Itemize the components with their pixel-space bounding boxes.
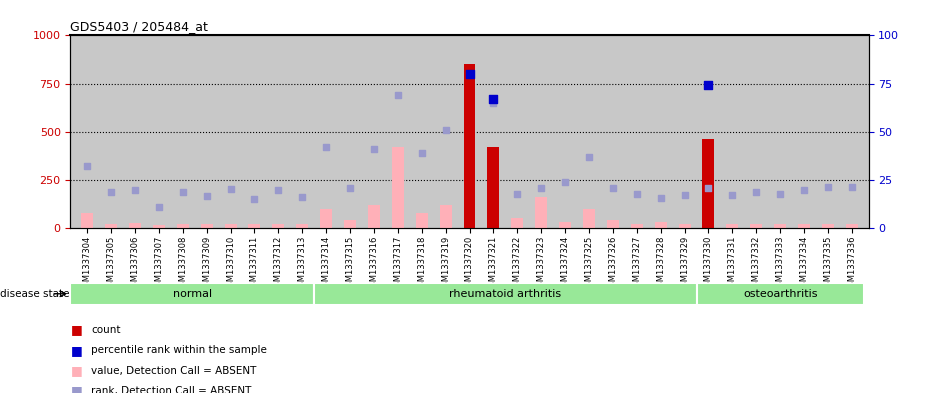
Point (581, 154, 596, 160)
Bar (487, 147, 500, 228)
Point (606, 185, 621, 192)
Point (439, 127, 454, 133)
Text: osteoarthritis: osteoarthritis (743, 289, 818, 299)
Text: disease state: disease state (0, 289, 69, 299)
Point (366, 146, 381, 152)
Bar (512, 218, 523, 228)
Text: value, Detection Call = ABSENT: value, Detection Call = ABSENT (91, 365, 256, 376)
Point (414, 150, 429, 156)
Bar (272, 224, 285, 228)
Bar (201, 224, 212, 228)
Point (295, 194, 310, 200)
Bar (81, 213, 93, 228)
Point (629, 191, 644, 197)
Bar (535, 197, 547, 228)
Bar (822, 224, 834, 228)
Bar (70, 283, 315, 305)
Point (485, 96, 500, 102)
Point (247, 196, 262, 202)
Point (510, 191, 525, 197)
Point (318, 144, 333, 150)
Point (485, 99, 500, 106)
Text: rank, Detection Call = ABSENT: rank, Detection Call = ABSENT (91, 386, 252, 393)
Bar (654, 222, 667, 228)
Bar (320, 209, 332, 228)
Bar (439, 205, 452, 228)
Text: count: count (91, 325, 120, 335)
Bar (153, 225, 165, 228)
Point (748, 189, 763, 195)
Text: ■: ■ (70, 323, 83, 336)
Bar (249, 224, 260, 228)
Bar (416, 213, 427, 228)
Bar (392, 147, 404, 228)
Bar (750, 224, 762, 228)
Bar (177, 224, 189, 228)
Bar (607, 220, 619, 228)
Bar (559, 222, 571, 228)
Point (558, 178, 573, 185)
Text: ■: ■ (70, 343, 83, 357)
Point (654, 195, 669, 201)
Point (343, 184, 358, 191)
Bar (727, 224, 738, 228)
Text: ■: ■ (70, 384, 83, 393)
Point (462, 71, 477, 77)
Bar (702, 140, 715, 228)
Point (103, 189, 118, 195)
Bar (846, 224, 858, 228)
Bar (224, 224, 237, 228)
Point (773, 191, 788, 197)
Point (677, 192, 692, 198)
Point (270, 187, 285, 193)
Text: rheumatoid arthritis: rheumatoid arthritis (449, 289, 562, 299)
Point (821, 184, 836, 190)
Bar (798, 224, 810, 228)
Point (128, 187, 143, 193)
Bar (296, 224, 308, 228)
Bar (368, 205, 380, 228)
Text: percentile rank within the sample: percentile rank within the sample (91, 345, 267, 355)
Bar (315, 283, 697, 305)
Text: normal: normal (173, 289, 212, 299)
Bar (679, 224, 690, 228)
Bar (774, 224, 786, 228)
Point (391, 92, 406, 98)
Text: GDS5403 / 205484_at: GDS5403 / 205484_at (70, 20, 208, 33)
Point (725, 192, 740, 198)
Point (223, 186, 239, 193)
Point (533, 185, 548, 192)
Point (700, 184, 716, 191)
Bar (464, 64, 475, 228)
Point (176, 189, 191, 195)
Point (844, 184, 859, 190)
Bar (129, 223, 141, 228)
Point (199, 193, 214, 199)
Bar (583, 209, 595, 228)
Point (700, 82, 716, 88)
Point (80, 163, 95, 169)
Text: ■: ■ (70, 364, 83, 377)
Bar (344, 220, 356, 228)
Point (462, 71, 477, 77)
Bar (631, 224, 643, 228)
Point (151, 204, 166, 210)
Point (796, 187, 811, 193)
Bar (697, 283, 864, 305)
Bar (105, 224, 117, 228)
